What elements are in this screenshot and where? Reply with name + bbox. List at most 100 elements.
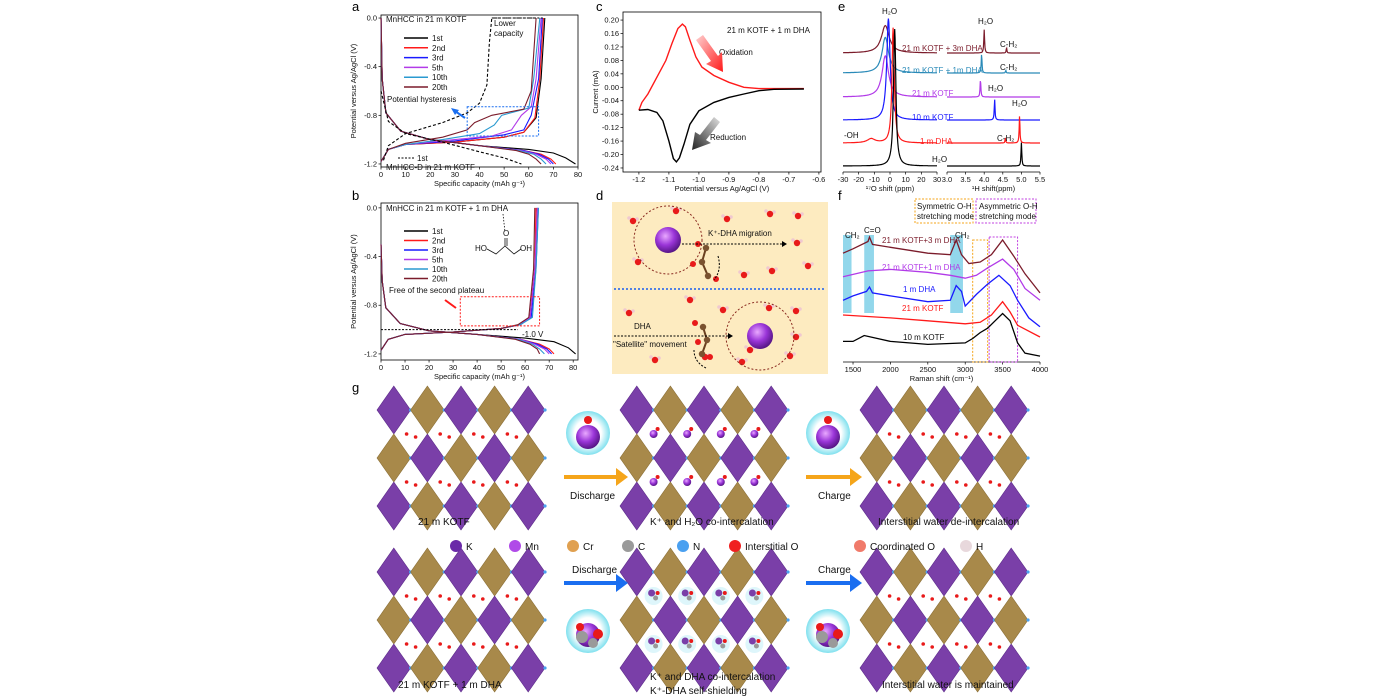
legend-label: 1st [432, 34, 443, 43]
octahedron [511, 547, 546, 597]
y-axis-label: Current (mA) [591, 70, 600, 114]
octahedron [376, 643, 411, 693]
f-label-21m-kotf: 21 m KOTF [902, 304, 943, 313]
f-co: C=O [864, 226, 881, 235]
e-label-1m-dha-only: 1 m DHA [920, 137, 953, 146]
spectrum-21-m-KOTF [842, 55, 937, 98]
octahedron [376, 547, 411, 597]
spectrum-21-m-KOTF-+-1m-DHA [947, 54, 1040, 74]
series-Reduction [638, 88, 804, 163]
discharge-arrow [564, 475, 616, 479]
water-bubble [566, 411, 610, 455]
d-background [612, 202, 828, 374]
water-molecule [649, 355, 661, 364]
x-tick-label: 3.5 [960, 175, 970, 184]
series-Oxidation [638, 23, 804, 111]
series-1-m-DHA [842, 274, 1041, 328]
series-1st-discharge [380, 244, 576, 355]
x-tick-label: 50 [497, 363, 505, 372]
water-molecule [792, 211, 804, 220]
octahedron [754, 643, 789, 693]
y-tick-label: 0.20 [604, 16, 619, 25]
octahedron [376, 481, 411, 531]
g-row1-middle: K⁺ and H₂O co-intercalation [650, 517, 774, 528]
octahedron [511, 433, 546, 483]
g-row1-left: 21 m KOTF [418, 517, 470, 528]
octahedron [511, 643, 546, 693]
legend-label: 2nd [432, 237, 445, 246]
a-subtitle: MnHCC-D in 21 m KOTF [386, 163, 475, 172]
octahedron [994, 433, 1029, 483]
x-tick-label: 20 [425, 363, 433, 372]
octahedron [410, 481, 445, 531]
a-hysteresis-arrowhead [451, 108, 459, 115]
dha-molecule [692, 320, 713, 360]
octahedron [376, 385, 411, 435]
f-annotations: Symmetric O-H stretching mode Asymmetric… [845, 198, 1038, 342]
water-molecule [738, 270, 750, 279]
charge-arrow [806, 581, 850, 585]
sym-region [972, 239, 989, 363]
water-molecule [764, 209, 776, 218]
c-reduction: Reduction [710, 133, 746, 142]
octahedron [720, 481, 755, 531]
octahedron [960, 547, 995, 597]
a-lower-capacity-2: capacity [494, 29, 523, 38]
legend-label: 3rd [432, 54, 444, 63]
k-ion [750, 430, 759, 438]
atom-swatch-icon [960, 540, 972, 552]
k-ion [649, 478, 658, 486]
dha-oh: OH [520, 244, 532, 253]
octahedron [686, 433, 722, 483]
legend-item-n: N [677, 540, 700, 553]
series-20th-discharge [380, 244, 541, 355]
series-1st-charge [382, 17, 539, 161]
reduction-arrow-icon [692, 117, 720, 150]
x-tick-label: -0.9 [722, 175, 735, 184]
panel-label-f: f [838, 188, 842, 203]
f-asym-1: Asymmetric O-H [979, 202, 1038, 211]
octahedron [859, 481, 894, 531]
c-oxidation: Oxidation [719, 48, 753, 57]
octahedron [960, 481, 995, 531]
plot-frame [622, 11, 822, 173]
octahedron [477, 643, 512, 693]
y-tick-label: -0.20 [602, 150, 619, 159]
octahedron [893, 433, 928, 483]
atom-swatch-icon [567, 540, 579, 552]
x-axis-label: ¹⁷O shift (ppm) [866, 184, 915, 193]
atom-swatch-icon [854, 540, 866, 552]
octahedron [926, 595, 962, 645]
octahedron [754, 433, 789, 483]
k-ion [683, 430, 692, 438]
octahedron [410, 595, 445, 645]
g-row1-charge: Charge [818, 491, 851, 502]
octahedron [477, 481, 512, 531]
octahedron [960, 385, 995, 435]
x-tick-label: 2500 [919, 365, 936, 374]
lattice-row2-discharged [619, 547, 790, 693]
asym-box [975, 198, 1037, 224]
e-ch2-a: C-H₂ [1000, 40, 1017, 49]
a-title: MnHCC in 21 m KOTF [386, 15, 467, 24]
discharge-arrow-head [616, 468, 628, 486]
octahedron [686, 643, 722, 693]
chart-e-right: 3.0 3.5 4.0 4.5 5.0 5.5 ¹H shift(ppm) [942, 29, 1045, 193]
octahedron [994, 547, 1029, 597]
x-tick-label: 20 [426, 170, 434, 179]
water-molecule [721, 214, 733, 223]
panel-label-c: c [596, 0, 603, 14]
y-tick-label: -0.08 [602, 110, 619, 119]
x-tick-label: -10 [869, 175, 880, 184]
water-molecule [790, 306, 802, 315]
octahedron [893, 481, 928, 531]
x-tick-label: 3000 [957, 365, 974, 374]
octahedron [859, 643, 894, 693]
x-tick-label: 3500 [994, 365, 1011, 374]
legend-label: 5th [432, 256, 443, 265]
lattice-row1-pristine [376, 385, 547, 531]
e-ch2-c: C-H₂ [997, 134, 1014, 143]
y-tick-label: -0.8 [364, 301, 377, 310]
b-plateau-arrow [444, 299, 457, 309]
